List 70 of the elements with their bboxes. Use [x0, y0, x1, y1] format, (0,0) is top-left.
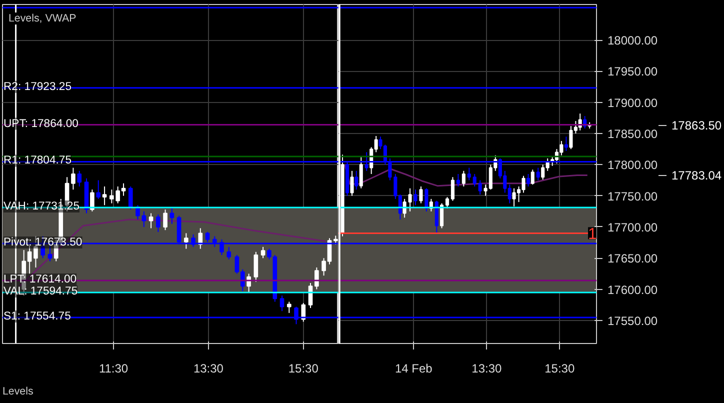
ref-line-label: Pivot: 17673.50: [4, 236, 82, 248]
candlestick: [163, 209, 168, 231]
x-tick-label: 15:30: [288, 362, 319, 376]
candlestick: [96, 180, 101, 200]
candlestick: [128, 186, 133, 210]
y-tick-label: 17550.00: [608, 314, 658, 328]
candlestick: [286, 301, 292, 314]
ref-line-label: LPT: 17614.00: [4, 274, 77, 286]
candlestick: [148, 212, 154, 229]
candlestick: [198, 228, 203, 250]
candlestick: [450, 176, 454, 202]
candlestick: [414, 189, 418, 206]
candlestick: [260, 246, 266, 259]
ref-line-label: S1: 17554.75: [4, 310, 71, 322]
y-tick-label: 17600.00: [608, 282, 658, 297]
candlestick: [77, 170, 82, 187]
candlestick: [71, 167, 76, 190]
ref-line-label: VAL: 17594.75: [4, 286, 78, 298]
y-tick-label: 17850.00: [608, 126, 658, 141]
x-tick-label: 14 Feb: [394, 362, 433, 376]
x-tick-label: 13:30: [472, 362, 502, 376]
annotation: 1: [588, 226, 598, 244]
candlestick: [48, 245, 52, 262]
candlestick: [536, 167, 540, 181]
candlestick: [440, 202, 444, 229]
x-tick-label: 13:30: [193, 362, 224, 376]
candlestick: [408, 188, 412, 212]
candlestick: [102, 186, 107, 206]
text: 17783.04: [672, 168, 722, 183]
candlestick: [350, 170, 354, 196]
candlestick: [424, 188, 428, 212]
x-tick-label: 15:30: [544, 362, 575, 376]
candlestick: [314, 266, 319, 290]
y-tick-label: 17650.00: [608, 252, 658, 266]
candlestick: [456, 174, 460, 187]
y-tick-label: 17950.00: [608, 64, 658, 79]
candlestick: [478, 180, 482, 196]
candlestick: [301, 302, 306, 322]
candlestick: [472, 174, 476, 187]
ref-line-label: VAH: 17731.25: [4, 200, 80, 212]
text: 17863.50: [672, 118, 722, 133]
candlestick: [530, 169, 534, 186]
y-tick-label: 17800.00: [608, 158, 658, 172]
candlestick: [354, 170, 358, 190]
y-tick-label: 17700.00: [608, 220, 658, 234]
ref-line-label: R1: 17804.75: [4, 154, 72, 167]
candlestick: [526, 174, 530, 187]
candlestick: [254, 251, 258, 282]
candlestick: [462, 170, 466, 187]
text: Levels: [2, 386, 34, 398]
candlestick: [419, 186, 423, 204]
candlestick: [564, 136, 568, 152]
candlestick: [156, 214, 160, 232]
x-tick-label: 11:30: [98, 362, 128, 376]
candlestick: [170, 208, 174, 224]
candlestick: [467, 167, 471, 181]
candlestick: [90, 189, 94, 212]
candlestick: [184, 232, 188, 250]
y-tick-label: 17750.00: [608, 189, 658, 204]
candlestick: [359, 156, 363, 189]
candlestick: [434, 200, 438, 234]
candlestick: [136, 204, 140, 220]
candlestick: [280, 295, 284, 312]
candlestick: [226, 246, 232, 260]
text: Levels, VWAP: [8, 12, 76, 24]
ref-line-label: R2: 17923.25: [4, 80, 72, 93]
y-tick-label: 17900.00: [608, 96, 658, 110]
ref-line-label: UPT: 17864.00: [4, 118, 78, 130]
y-tick-label: 18000.00: [608, 34, 658, 48]
candlestick: [445, 196, 450, 209]
